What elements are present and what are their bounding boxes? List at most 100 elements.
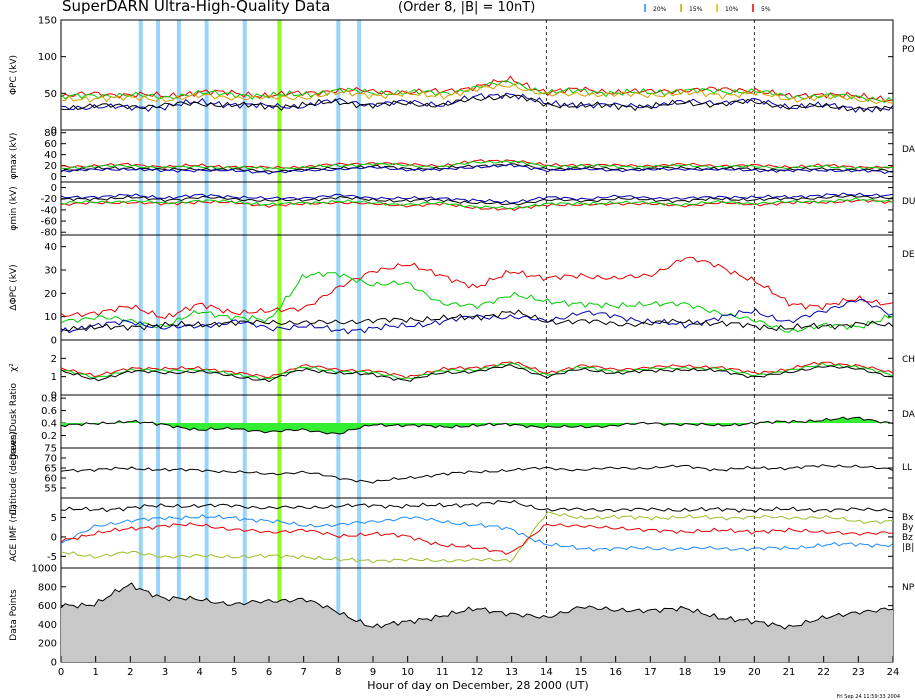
series-line	[61, 159, 893, 170]
series-line	[61, 192, 893, 204]
series-line	[61, 80, 893, 103]
event-highlight-band	[156, 20, 161, 662]
panel-right-label: LL	[902, 463, 912, 473]
x-tick-label: 9	[370, 667, 376, 678]
y-tick-label: 0.8	[41, 394, 57, 405]
y-tick-label: 1	[51, 372, 57, 383]
series-line	[61, 194, 893, 206]
y-tick-label: 1000	[32, 564, 57, 575]
series-line	[61, 83, 893, 105]
series-line	[61, 499, 893, 513]
x-tick-label: 20	[748, 667, 761, 678]
x-tick-label: 7	[300, 667, 306, 678]
panel-8: 0 200 400 600 800 1000 Data Points NP	[9, 564, 915, 669]
y-tick-label: 20	[44, 161, 57, 172]
y-tick-label: 30	[44, 266, 57, 277]
y-tick-label: 40	[44, 242, 57, 253]
legend-label: 10%	[725, 6, 739, 13]
y-tick-label: 60	[44, 139, 57, 150]
legend-label: 20%	[653, 6, 667, 13]
x-tick-label: 15	[575, 667, 588, 678]
y-tick-label: 0	[51, 172, 57, 183]
y-tick-label: -60	[41, 217, 57, 228]
event-highlight-band	[357, 20, 362, 662]
series-line	[61, 160, 893, 171]
x-tick-label: 17	[644, 667, 657, 678]
y-tick-label: 70	[44, 454, 57, 465]
panel-right-label: |B|	[902, 543, 914, 553]
y-tick-label: 0.4	[41, 419, 57, 430]
x-tick-label: 16	[609, 667, 622, 678]
legend-label: 15%	[689, 6, 703, 13]
series-line	[61, 197, 893, 210]
y-tick-label: 60	[44, 474, 57, 485]
y-tick-label: 55	[44, 484, 57, 495]
series-line	[61, 522, 893, 555]
y-tick-label: 50	[44, 89, 57, 100]
x-tick-label: 1	[92, 667, 98, 678]
y-tick-label: 20	[44, 289, 57, 300]
y-axis-label: Latitude (degrees)	[9, 431, 19, 514]
y-tick-label: 800	[38, 582, 57, 593]
x-tick-label: 21	[783, 667, 796, 678]
x-tick-label: 19	[713, 667, 726, 678]
quality-legend: 20% 15% 10% 5%	[644, 4, 771, 13]
event-highlight-band	[242, 20, 247, 662]
y-tick-label: 0	[51, 183, 57, 194]
data-points-area	[61, 582, 893, 662]
series-line	[61, 198, 893, 211]
y-tick-label: 80	[44, 128, 57, 139]
panel-right-label: By	[902, 523, 914, 533]
ratio-fill	[61, 417, 893, 434]
panel-frame	[60, 19, 894, 131]
panel-right-label: DA	[902, 145, 915, 155]
y-tick-label: -20	[41, 194, 57, 205]
x-tick-label: 13	[505, 667, 518, 678]
panel-frame	[60, 447, 894, 499]
series-line	[61, 309, 893, 332]
x-tick-label: 12	[471, 667, 484, 678]
panel-right-label: CH	[902, 355, 915, 365]
y-tick-label: -40	[41, 205, 57, 216]
x-axis: 0 1 2 3 4 5 6 7 8 9 10 11 12 13 14 15 16 17 18 19 20 21 22 23 24	[58, 656, 899, 678]
y-tick-label: 75	[44, 444, 57, 455]
panel-right-label: Bx	[902, 513, 914, 523]
x-tick-label: 11	[436, 667, 449, 678]
panel-right-label: NP	[902, 583, 915, 593]
y-tick-label: 0	[51, 658, 57, 669]
series-line	[61, 464, 893, 484]
event-highlight-band	[204, 20, 209, 662]
panel-right-label: PO	[902, 35, 915, 45]
panel-frame	[60, 129, 894, 183]
y-tick-label: 40	[44, 150, 57, 161]
panel-right-label: PO	[902, 45, 915, 55]
x-tick-label: 18	[679, 667, 692, 678]
y-axis-label: φmin (kV)	[9, 186, 19, 230]
y-axis-label: Dawn/Dusk Ratio	[9, 382, 19, 460]
figure-params: (Order 8, |B| = 10nT)	[398, 0, 535, 15]
y-tick-label: 65	[44, 464, 57, 475]
event-highlight-band	[138, 20, 143, 662]
y-tick-label: 200	[38, 639, 57, 650]
series-line	[61, 514, 893, 552]
x-tick-label: 0	[58, 667, 64, 678]
series-line	[61, 256, 893, 319]
panel-4: 0 1 2 χ² CH	[9, 339, 915, 402]
y-tick-label: -80	[41, 228, 57, 239]
series-line	[61, 163, 893, 175]
panel-right-label: DA	[902, 410, 915, 420]
event-highlight-band	[336, 20, 341, 662]
panel-2: -80-60-40-200 φmin (kV) DU	[9, 181, 915, 239]
y-tick-label: 0	[51, 126, 57, 137]
series-line	[61, 416, 893, 435]
event-highlights	[138, 20, 362, 662]
y-axis-label: ACE IMF (nT)	[9, 504, 19, 562]
series-line	[61, 94, 893, 113]
panel-frame	[60, 339, 894, 396]
